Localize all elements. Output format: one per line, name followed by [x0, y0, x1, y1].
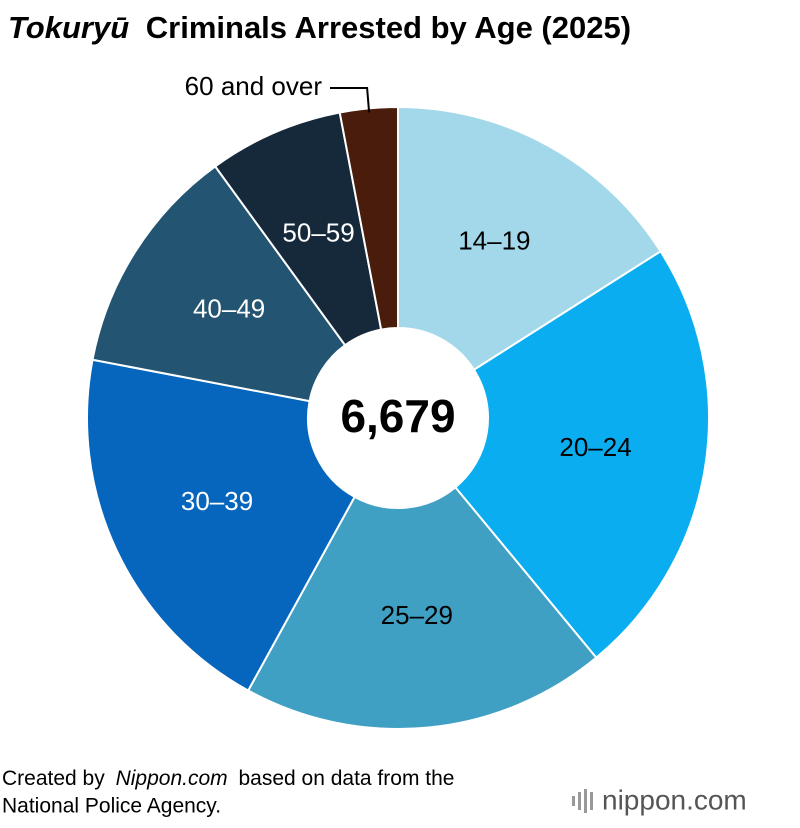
center-total: 6,679 [340, 390, 455, 442]
donut: 14–19 20–24 25–29 30–39 40–49 50–59 60 and ove… [86, 71, 710, 730]
donut-segment [338, 105, 399, 331]
source-part: Created by [2, 767, 105, 790]
segment-label: 50–59 [282, 217, 354, 247]
segment-label: 60 and over [185, 71, 323, 101]
donut-segment [246, 485, 598, 730]
title-emphasis: Tokuryū [8, 10, 129, 45]
donut-segment [91, 164, 347, 403]
segment-label: 30–39 [181, 486, 253, 516]
logo-mark [572, 789, 593, 813]
segment-label: 25–29 [381, 600, 453, 630]
chart-title: Tokuryū Criminals Arrested by Age (2025) [8, 10, 631, 45]
source-part: based on data from the [238, 767, 454, 790]
donut-segment [453, 249, 710, 660]
source-part: Nippon.com [116, 767, 228, 790]
logo: nippon.com [602, 784, 747, 815]
segment-label: 14–19 [458, 226, 530, 256]
segment-label: 20–24 [559, 432, 631, 462]
donut-segment [86, 358, 356, 692]
donut-segment [397, 105, 662, 372]
title-rest: Criminals Arrested by Age (2025) [146, 10, 631, 45]
source-line-1: Created by Nippon.com based on data from… [2, 767, 454, 790]
segment-label: 40–49 [193, 294, 265, 324]
leader-line [330, 87, 371, 113]
source-line-2: National Police Agency. [2, 795, 221, 818]
